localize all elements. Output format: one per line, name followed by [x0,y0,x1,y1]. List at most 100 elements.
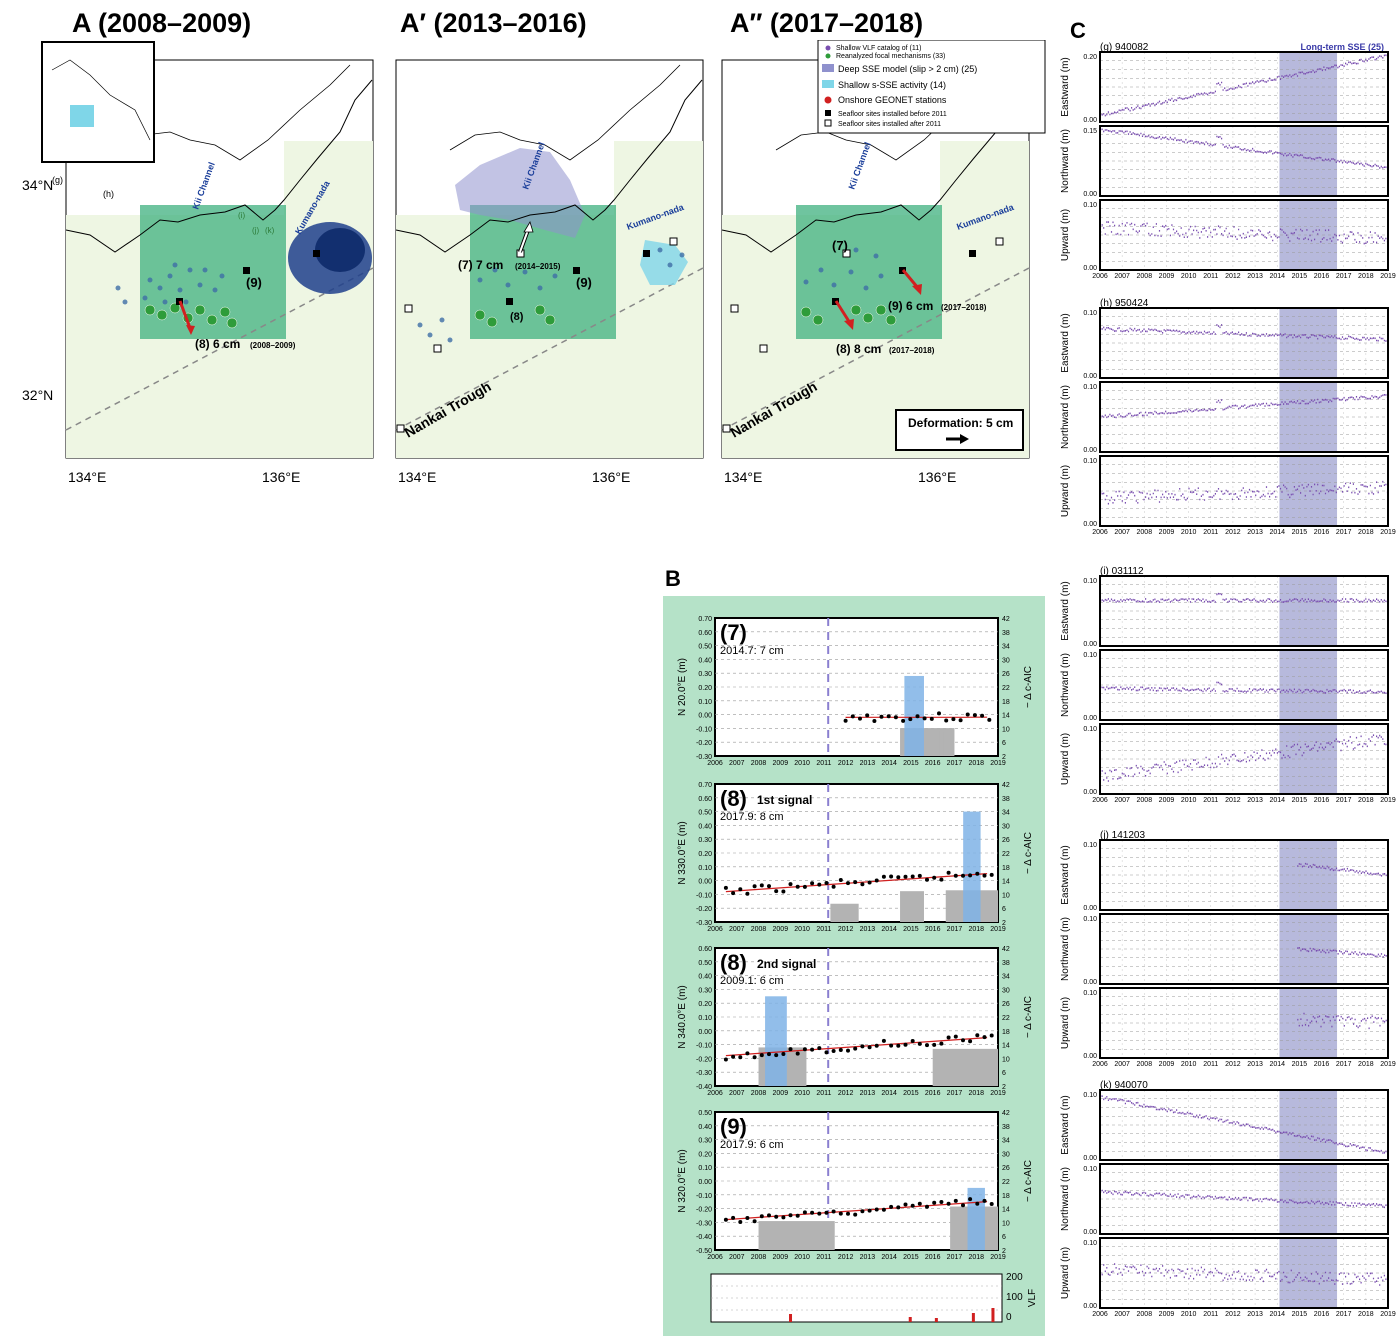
right-tick-label: 14 [1002,1207,1010,1214]
y-tick-label: -0.30 [696,1070,712,1077]
data-point [774,1214,779,1219]
x-tick-label: 2014 [881,760,897,767]
sse-shade [1279,308,1338,378]
data-point [989,872,994,877]
data-point [925,1043,929,1048]
x-tick-label: 2015 [903,760,919,767]
right-tick-label: 18 [1002,865,1010,872]
right-tick-label: 30 [1002,657,1010,664]
x-tick-label: 2011 [816,1254,831,1261]
y-tick-label: 0.10 [698,1015,712,1022]
gnss-series [1100,394,1389,419]
y-tick-label: -0.20 [696,740,712,747]
x-tick-label: 2012 [838,1090,854,1097]
station-g: (g) [52,175,63,185]
component-label: Eastward (m) [1060,1095,1071,1154]
plot-frame [1099,381,1389,453]
right-tick-label: 6 [1002,1070,1006,1077]
data-point [968,1197,973,1202]
data-point [824,881,829,885]
panel-b-plot-3: 0.60 0.50 0.40 0.30 0.20 0.10 0.00 -0.10 -0.20 -0… [677,946,1034,1097]
x-tick-label: 2012 [838,926,854,933]
x-tick-label: 2009 [773,1090,789,1097]
y-tick-top: 0.15 [1083,128,1097,135]
data-point [953,1034,958,1039]
data-point [896,875,901,880]
sse-shade [1279,914,1338,984]
x-tick-label: 2006 [1092,529,1108,536]
station-label: (j) 141203 [1100,830,1145,841]
data-point [738,1055,743,1060]
data-point [989,1033,994,1038]
signal-label: 1st signal [757,793,812,807]
component-eastward: 0.10 0.00 Eastward (m) [1060,307,1389,380]
lon-134-label: 134°E [398,469,436,485]
component-label: Eastward (m) [1060,581,1071,640]
data-point [961,1203,965,1208]
y-tick-bottom: 0.00 [1083,447,1097,454]
y-tick-top: 0.10 [1083,652,1097,659]
right-tick-label: 6 [1002,906,1006,913]
component-northward: 0.10 0.00 Northward (m) [1060,1163,1389,1236]
data-point [975,871,980,876]
vlf-tick: 200 [1006,1272,1023,1283]
right-axis-label: − Δ c-AIC [1023,1160,1034,1202]
x-tick-label: 2019 [1380,529,1396,536]
y-tick-label: 0.40 [698,974,712,981]
right-tick-label: 34 [1002,1138,1010,1145]
gnss-series [1100,731,1389,782]
x-tick-label: 2017 [947,760,963,767]
y-tick-bottom: 0.00 [1083,1303,1097,1310]
x-tick-label: 2008 [751,1254,767,1261]
data-point [889,1204,894,1209]
x-tick-label: 2010 [794,1090,810,1097]
data-point [858,716,862,721]
right-tick-label: 26 [1002,1001,1010,1008]
x-tick-label: 2013 [860,1254,876,1261]
x-tick-label: 2019 [990,760,1006,767]
x-tick-label: 2011 [1203,1311,1218,1318]
legend-vlf: Shallow VLF catalog of (11) [836,45,921,52]
map-legend: Shallow VLF catalog of (11) Reanalyzed f… [817,40,1046,134]
deformation-scale: Deformation: 5 cm [895,409,1024,451]
data-point [910,1203,915,1208]
x-tick-label: 2011 [816,760,831,767]
x-tick-label: 2016 [1314,273,1330,280]
data-point [972,713,977,718]
y-tick-top: 0.10 [1083,726,1097,733]
right-tick-label: 30 [1002,1151,1010,1158]
plot-frame [1099,307,1389,379]
signal-window [963,811,981,922]
x-tick-label: 2008 [751,760,767,767]
x-tick-label: 2013 [1247,529,1263,536]
right-tick-label: 2 [1002,1084,1006,1091]
x-tick-label: 2017 [1336,529,1352,536]
data-point [860,1209,865,1214]
x-tick-label: 2015 [1292,1311,1308,1318]
x-tick-label: 2012 [1225,529,1241,536]
data-point [975,1201,980,1206]
panel-a-prime-title: A′ (2013–2016) [400,8,587,38]
y-tick-label: 0.70 [698,782,712,789]
data-point [731,1215,736,1220]
y-tick-label: 0.20 [698,1151,712,1158]
y-tick-bottom: 0.00 [1083,641,1097,648]
x-tick-label: 2018 [1358,273,1374,280]
x-tick-label: 2015 [1292,797,1308,804]
lat-32-label: 32°N [22,387,53,403]
plot-frame [1099,1237,1389,1309]
data-point [752,1219,757,1224]
x-tick-label: 2006 [1092,273,1108,280]
data-point [865,713,870,718]
x-tick-label: 2013 [1247,797,1263,804]
y-tick-label: 0.30 [698,1138,712,1145]
data-point [824,1210,829,1215]
data-point [731,891,736,896]
data-point [946,870,951,875]
y-tick-bottom: 0.00 [1083,521,1097,528]
site-label: (7) [720,620,747,645]
x-tick-label: 2011 [1203,273,1218,280]
vlf-cloud-kumano [288,222,372,294]
x-tick-label: 2007 [1114,797,1130,804]
